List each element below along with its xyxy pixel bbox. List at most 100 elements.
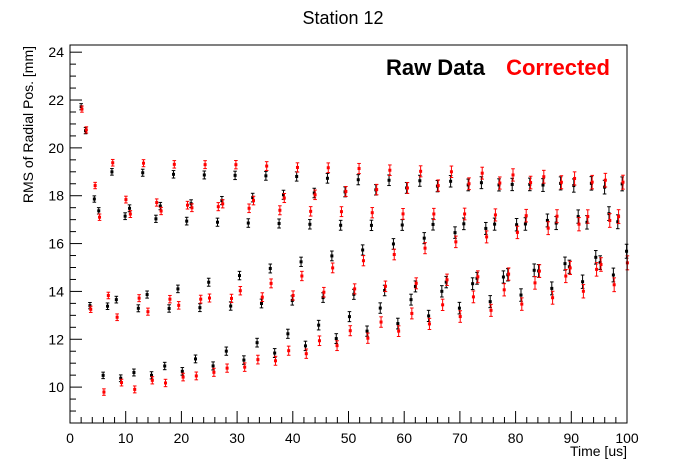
data-point bbox=[338, 219, 343, 231]
x-tick-label: 50 bbox=[341, 430, 357, 446]
data-point bbox=[400, 219, 405, 231]
data-point bbox=[110, 158, 115, 167]
data-point bbox=[233, 170, 237, 181]
data-point bbox=[546, 221, 550, 236]
data-point bbox=[136, 304, 141, 313]
data-point bbox=[541, 169, 546, 184]
data-point bbox=[401, 208, 405, 220]
data-point bbox=[409, 293, 413, 306]
data-point bbox=[559, 175, 564, 190]
data-point bbox=[356, 174, 361, 186]
data-point bbox=[101, 371, 105, 380]
data-point bbox=[256, 354, 260, 365]
data-point bbox=[387, 174, 391, 187]
data-point bbox=[299, 256, 303, 267]
data-point bbox=[180, 367, 185, 376]
series-corrected bbox=[80, 105, 630, 396]
data-point bbox=[476, 270, 480, 284]
plot-frame bbox=[69, 44, 628, 424]
data-point bbox=[339, 206, 344, 218]
data-point bbox=[176, 301, 181, 310]
data-point bbox=[524, 208, 529, 223]
data-point bbox=[361, 255, 366, 267]
data-point bbox=[132, 385, 137, 394]
data-point bbox=[313, 189, 317, 201]
x-tick-label: 0 bbox=[66, 430, 74, 446]
data-point bbox=[568, 260, 572, 276]
data-point bbox=[427, 317, 432, 330]
x-tick-label: 100 bbox=[615, 430, 639, 446]
data-point bbox=[471, 290, 476, 304]
data-point bbox=[593, 250, 598, 265]
y-tick-label: 10 bbox=[48, 379, 64, 395]
x-tick-label: 20 bbox=[174, 430, 190, 446]
data-point bbox=[480, 166, 485, 180]
data-point bbox=[454, 235, 458, 249]
data-point bbox=[278, 205, 282, 216]
data-point bbox=[374, 183, 379, 196]
data-point bbox=[286, 345, 291, 356]
data-point bbox=[255, 337, 259, 348]
data-point bbox=[220, 199, 225, 209]
data-point bbox=[282, 192, 287, 204]
data-point bbox=[445, 273, 449, 287]
data-point bbox=[193, 354, 198, 364]
data-point bbox=[410, 307, 414, 320]
data-point bbox=[506, 267, 511, 281]
data-point bbox=[577, 217, 581, 232]
data-point bbox=[396, 325, 401, 337]
data-point bbox=[347, 311, 352, 323]
x-tick-label: 80 bbox=[508, 430, 524, 446]
data-point bbox=[621, 174, 625, 190]
data-point bbox=[268, 263, 273, 274]
y-tick-label: 18 bbox=[48, 188, 64, 204]
data-point bbox=[378, 302, 383, 314]
data-point bbox=[585, 209, 590, 224]
data-point bbox=[114, 295, 119, 304]
data-point bbox=[422, 232, 427, 245]
data-point bbox=[277, 218, 281, 229]
data-point bbox=[432, 207, 436, 221]
x-tick-label: 10 bbox=[118, 430, 134, 446]
data-point bbox=[370, 207, 375, 219]
x-tick-label: 70 bbox=[452, 430, 468, 446]
data-point bbox=[391, 238, 396, 250]
data-point bbox=[322, 286, 326, 298]
data-point bbox=[237, 270, 242, 281]
data-point bbox=[501, 270, 506, 284]
data-point bbox=[185, 200, 190, 210]
data-point bbox=[97, 213, 102, 221]
data-point bbox=[330, 250, 334, 262]
data-point bbox=[484, 230, 489, 244]
y-tick-label: 16 bbox=[48, 236, 64, 252]
data-point bbox=[132, 368, 136, 377]
data-point bbox=[533, 276, 537, 290]
data-point bbox=[212, 367, 216, 377]
data-point bbox=[229, 293, 234, 304]
axes-layer: 0 10 20 30 40 50 60 70 80 90 100 10 12 14 16 18 20 22 24 bbox=[48, 44, 638, 446]
data-point bbox=[590, 174, 594, 190]
chart-title: Station 12 bbox=[302, 8, 383, 28]
data-point bbox=[206, 277, 211, 287]
data-point bbox=[150, 376, 155, 385]
data-point bbox=[423, 242, 427, 255]
data-point bbox=[308, 219, 312, 230]
data-point bbox=[154, 198, 159, 207]
data-point bbox=[102, 388, 106, 396]
data-point bbox=[246, 218, 251, 228]
data-point bbox=[224, 346, 229, 356]
data-point bbox=[216, 202, 221, 212]
data-point bbox=[440, 285, 444, 298]
x-tick-label: 30 bbox=[229, 430, 245, 446]
data-point bbox=[167, 304, 171, 313]
data-point bbox=[176, 284, 180, 294]
data-point bbox=[383, 280, 388, 293]
data-point bbox=[502, 283, 507, 297]
data-point bbox=[392, 248, 397, 261]
data-point bbox=[366, 332, 370, 344]
data-point bbox=[264, 161, 269, 171]
data-point bbox=[326, 162, 331, 174]
data-point bbox=[190, 203, 194, 213]
series-raw-data bbox=[79, 103, 629, 383]
